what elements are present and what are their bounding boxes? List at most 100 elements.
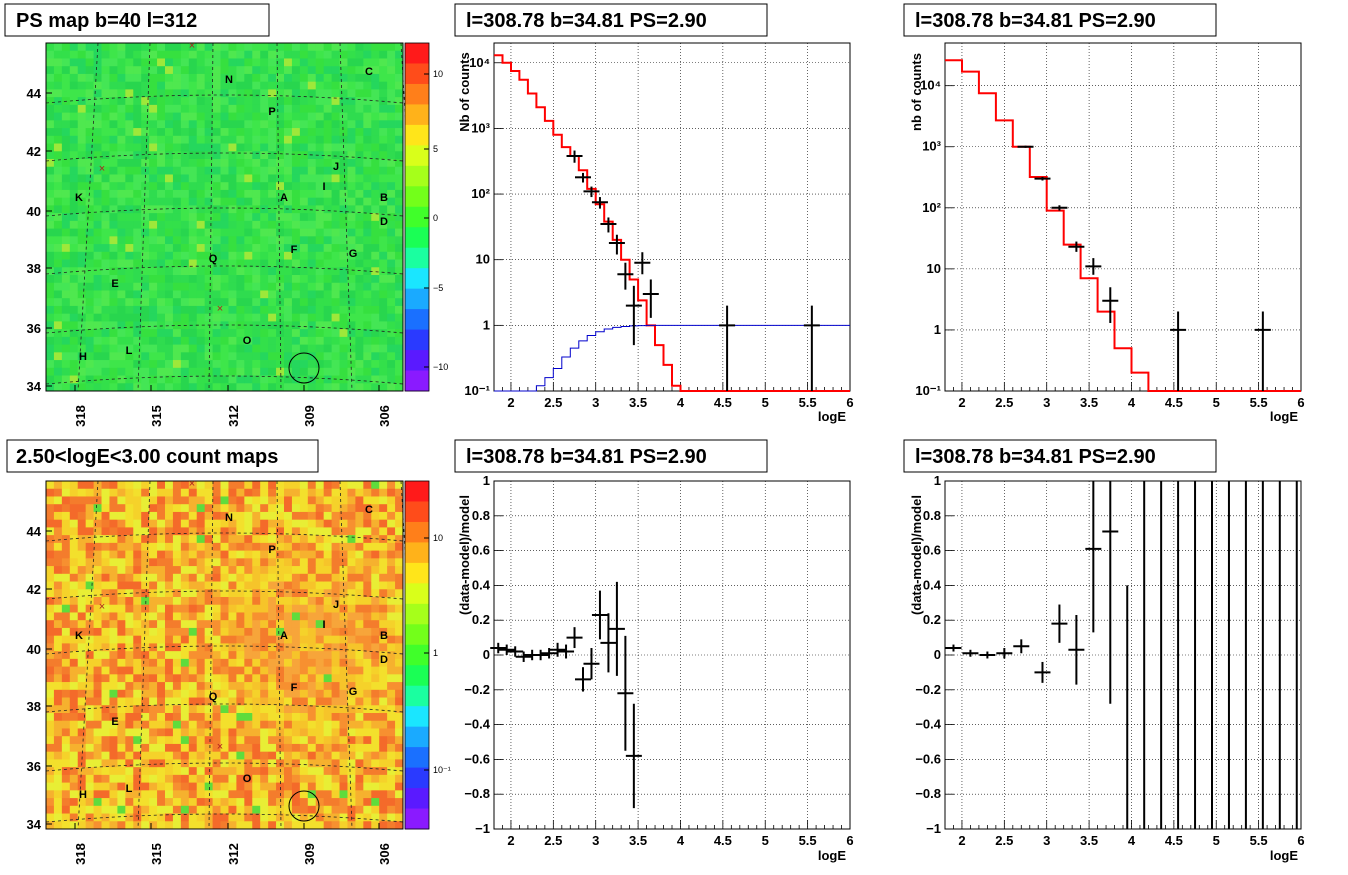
x-tick-label: 6: [846, 833, 853, 848]
map-pixel: [339, 360, 348, 369]
map-pixel: [141, 573, 150, 582]
map-pixel: [284, 244, 293, 253]
map-pixel: [85, 189, 94, 199]
map-pixel: [204, 73, 213, 83]
map-pixel: [69, 736, 79, 745]
map-pixel: [323, 251, 332, 260]
map-pixel: [355, 759, 364, 768]
map-pixel: [228, 220, 237, 229]
map-pixel: [109, 336, 118, 345]
map-pixel: [379, 112, 388, 121]
map-pixel: [69, 558, 79, 567]
map-pixel: [212, 336, 221, 345]
map-pixel: [220, 298, 229, 307]
map-pixel: [347, 205, 356, 214]
map-pixel: [109, 589, 118, 598]
map-pixel: [141, 344, 150, 353]
map-pixel: [165, 275, 174, 284]
map-pixel: [228, 790, 237, 799]
map-pixel: [149, 313, 158, 322]
map-pixel: [228, 751, 237, 760]
map-pixel: [228, 383, 237, 392]
map-pixel: [228, 213, 237, 222]
map-pixel: [212, 244, 221, 253]
map-pixel: [307, 550, 317, 559]
map-pixel: [395, 566, 404, 575]
map-pixel: [299, 244, 309, 253]
map-pixel: [212, 321, 221, 330]
map-pixel: [157, 643, 166, 652]
map-pixel: [125, 767, 134, 776]
map-pixel: [172, 720, 182, 729]
map-pixel: [61, 81, 71, 90]
map-pixel: [46, 566, 55, 575]
map-pixel: [188, 612, 198, 621]
map-pixel: [46, 143, 55, 152]
map-pixel: [299, 290, 309, 299]
map-pixel: [307, 174, 317, 183]
map-pixel: [133, 112, 142, 121]
map-pixel: [117, 73, 126, 83]
map-pixel: [236, 205, 245, 214]
map-pixel: [212, 220, 221, 229]
map-pixel: [284, 511, 293, 521]
map-pixel: [172, 213, 182, 222]
map-pixel: [260, 112, 269, 121]
map-pixel: [141, 244, 150, 253]
map-pixel: [236, 128, 245, 137]
map-pixel: [53, 736, 63, 745]
map-pixel: [204, 566, 213, 575]
map-pixel: [363, 336, 372, 345]
map-pixel: [180, 751, 190, 760]
y-tick-label: 0.4: [472, 577, 491, 592]
map-pixel: [291, 504, 301, 513]
map-pixel: [244, 305, 253, 315]
map-pixel: [196, 542, 206, 551]
map-pixel: [228, 151, 237, 160]
map-pixel: [69, 151, 79, 160]
map-pixel: [395, 189, 404, 199]
map-pixel: [196, 73, 206, 83]
map-pixel: [276, 367, 285, 376]
colorbar-swatch: [405, 370, 429, 392]
map-pixel: [260, 713, 269, 722]
map-pixel: [276, 542, 285, 551]
map-pixel: [220, 581, 229, 590]
map-pixel: [331, 182, 340, 191]
map-pixel: [268, 360, 277, 369]
map-pixel: [236, 159, 245, 168]
map-pixel: [284, 604, 293, 613]
map-pixel: [307, 767, 317, 776]
map-pixel: [244, 542, 253, 551]
map-pixel: [291, 519, 301, 528]
map-pixel: [252, 375, 261, 384]
map-pixel: [172, 759, 182, 768]
map-pixel: [77, 151, 87, 160]
map-pixel: [101, 705, 110, 714]
map-pixel: [125, 682, 134, 691]
map-pixel: [236, 566, 245, 575]
map-pixel: [284, 666, 293, 675]
map-pixel: [252, 143, 261, 152]
map-pixel: [125, 228, 134, 237]
map-pixel: [46, 66, 55, 75]
map-pixel: [53, 682, 63, 691]
map-pixel: [371, 298, 380, 307]
map-pixel: [299, 651, 309, 660]
map-pixel: [339, 104, 348, 113]
map-pixel: [109, 344, 118, 353]
colorbar-swatch: [405, 186, 429, 208]
map-pixel: [117, 759, 126, 768]
map-pixel: [395, 128, 404, 137]
map-pixel: [299, 635, 309, 644]
map-pixel: [109, 251, 118, 260]
map-pixel: [165, 550, 174, 559]
map-pixel: [61, 228, 71, 237]
map-pixel: [236, 143, 245, 152]
map-pixel: [387, 720, 396, 729]
map-pixel: [299, 612, 309, 621]
map-pixel: [355, 550, 364, 559]
map-pixel: [212, 197, 221, 206]
map-pixel: [260, 189, 269, 199]
map-pixel: [363, 612, 372, 621]
